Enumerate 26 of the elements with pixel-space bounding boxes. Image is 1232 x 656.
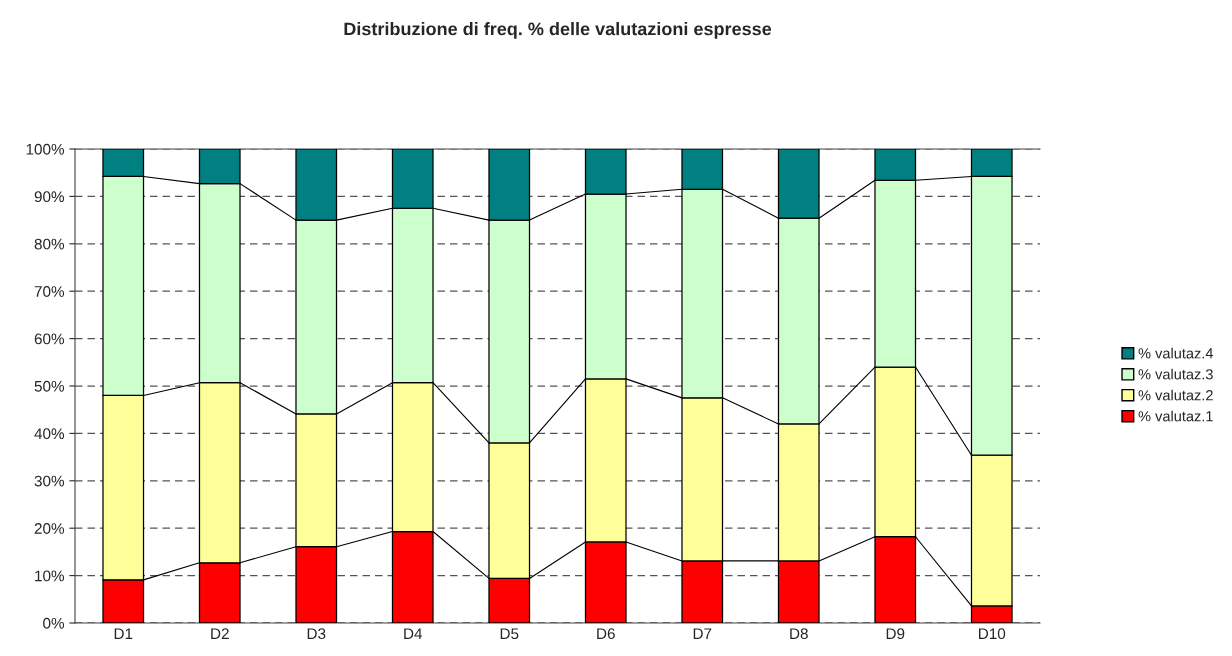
legend-label: % valutaz.4 <box>1138 347 1214 359</box>
y-tick-label: 80% <box>34 238 65 250</box>
y-tick-label: 20% <box>34 523 65 534</box>
y-tick-label: 40% <box>34 428 65 440</box>
y-tick-label: 0% <box>43 617 65 629</box>
x-tick-label: D10 <box>978 628 1006 640</box>
y-tick-label: 10% <box>35 570 65 582</box>
chart-title: Distribuzione di freq. % delle valutazioni espresse <box>344 22 772 39</box>
legend-label: % valutaz.3 <box>1138 368 1213 380</box>
y-tick-label: 30% <box>34 475 65 487</box>
x-tick-label: D1 <box>114 628 133 639</box>
x-tick-label: D4 <box>404 628 423 639</box>
y-tick-label: 100% <box>26 143 65 155</box>
y-tick-label: 90% <box>34 191 65 203</box>
x-tick-label: D7 <box>693 628 712 639</box>
x-tick-label: D8 <box>790 628 808 640</box>
legend-label: % valutaz.2 <box>1138 389 1213 401</box>
x-tick-label: D2 <box>211 628 229 639</box>
y-tick-label: 50% <box>34 380 65 392</box>
x-tick-label: D9 <box>886 628 905 640</box>
x-tick-label: D3 <box>307 628 326 640</box>
x-tick-label: D5 <box>500 628 519 640</box>
y-tick-label: 60% <box>34 333 65 345</box>
x-tick-label: D6 <box>597 628 615 640</box>
legend-label: % valutaz.1 <box>1138 410 1213 422</box>
y-tick-label: 70% <box>34 286 65 297</box>
